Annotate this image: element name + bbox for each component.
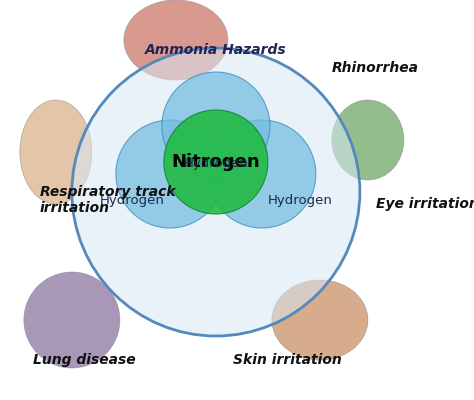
- Circle shape: [208, 120, 316, 228]
- Text: Skin irritation: Skin irritation: [234, 353, 342, 367]
- Circle shape: [162, 72, 270, 180]
- Text: Eye irritation: Eye irritation: [376, 197, 474, 211]
- Circle shape: [72, 48, 360, 336]
- Text: Lung disease: Lung disease: [33, 353, 135, 367]
- Ellipse shape: [272, 280, 368, 360]
- Ellipse shape: [24, 272, 120, 368]
- Ellipse shape: [332, 100, 404, 180]
- Text: Ammonia Hazards: Ammonia Hazards: [145, 43, 287, 57]
- Text: Hydrogen: Hydrogen: [267, 194, 332, 206]
- Text: Rhinorrhea: Rhinorrhea: [332, 61, 419, 75]
- Text: Hydrogen: Hydrogen: [100, 194, 164, 206]
- Text: Hydrogen: Hydrogen: [183, 158, 248, 170]
- Circle shape: [116, 120, 224, 228]
- Text: Nitrogen: Nitrogen: [172, 153, 260, 171]
- Text: Respiratory track
irritation: Respiratory track irritation: [40, 185, 175, 215]
- Ellipse shape: [20, 100, 92, 204]
- Ellipse shape: [124, 0, 228, 80]
- Circle shape: [164, 110, 268, 214]
